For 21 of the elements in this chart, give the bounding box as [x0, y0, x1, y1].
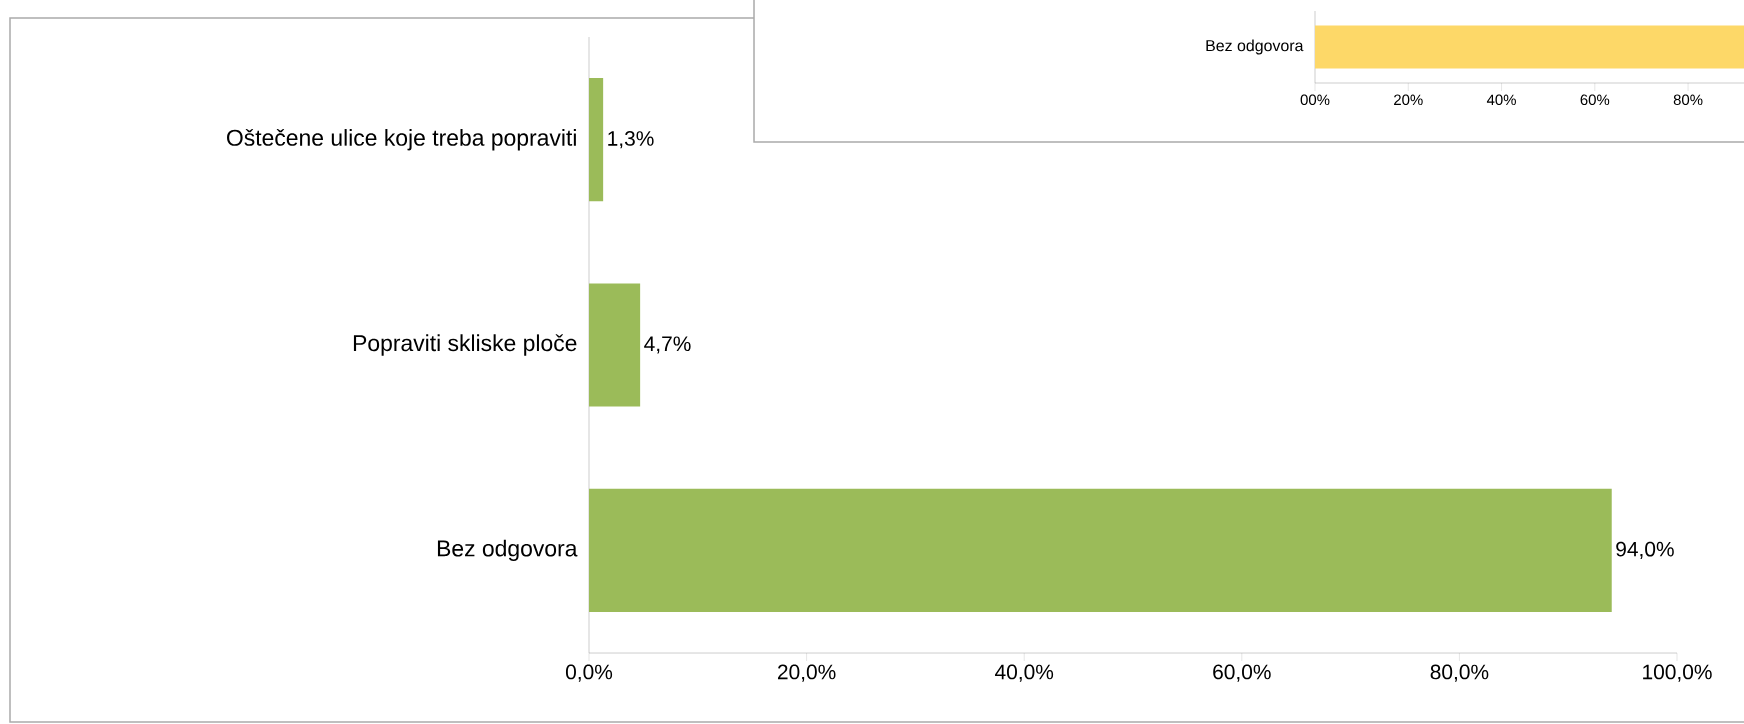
x-tick-label: 20%: [1394, 94, 1423, 106]
x-tick-label: 80,0%: [1430, 664, 1489, 682]
y-tick-label: Oštečene ulice koje treba popraviti: [227, 128, 576, 151]
bar: [589, 78, 604, 202]
x-tick-label: 20,0%: [777, 664, 836, 682]
bar: [589, 488, 1612, 612]
x-tick-label: 100,0%: [1643, 664, 1712, 682]
data-label: 94,0%: [1616, 541, 1674, 559]
x-tick-label: 40%: [1486, 94, 1516, 106]
x-tick-label: 60%: [1580, 94, 1610, 106]
data-label: 1,3%: [608, 131, 654, 149]
y-tick-label: Popraviti skliske ploče: [353, 334, 577, 356]
x-tick-label: 00%: [1300, 94, 1330, 106]
x-tick-label: 40,0%: [995, 664, 1054, 682]
x-tick-label: 80%: [1673, 94, 1703, 106]
y-tick-label: Bez odgovora: [437, 539, 578, 562]
data-label: 4,7%: [644, 336, 691, 354]
bar: [589, 283, 641, 407]
y-tick-label: Bez odgovora: [1206, 39, 1304, 55]
x-tick-label: 0,0%: [565, 664, 613, 682]
x-tick-label: 60,0%: [1213, 664, 1271, 682]
